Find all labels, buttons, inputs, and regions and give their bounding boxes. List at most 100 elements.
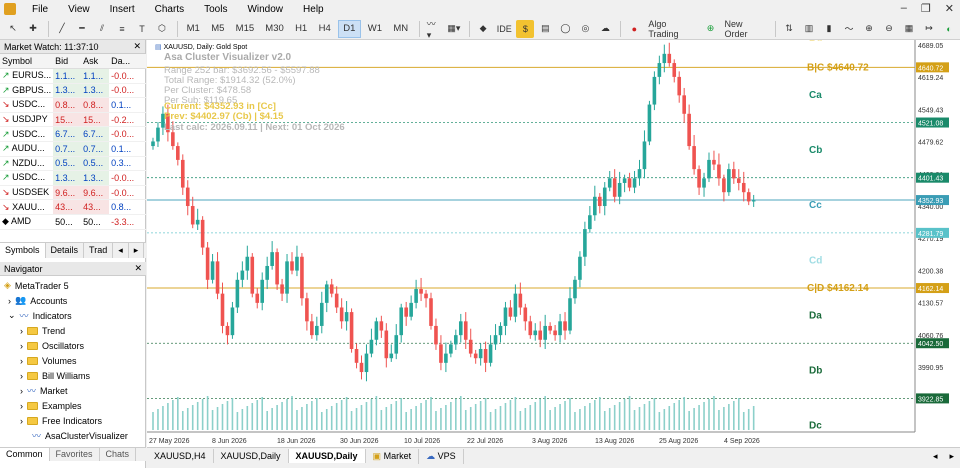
nav-market[interactable]: › 〰 Market — [0, 383, 146, 398]
nav-volumes[interactable]: › Volumes — [0, 353, 146, 368]
scroll-icon[interactable]: ↦ — [925, 23, 933, 33]
tab-common[interactable]: Common — [0, 448, 50, 461]
menu-view[interactable]: View — [68, 3, 90, 15]
nav-trend[interactable]: › Trend — [0, 323, 146, 338]
one-click-icon[interactable]: ⇅ — [785, 23, 793, 33]
expand-icon[interactable]: › — [20, 385, 23, 396]
restore-icon[interactable]: ❐ — [920, 3, 931, 15]
indicators-icon[interactable]: 〰▾ — [426, 18, 436, 40]
channel-tool-icon[interactable]: ⫽ — [99, 23, 104, 33]
nav-asacluster[interactable]: 〰 AsaClusterVisualizer — [0, 428, 146, 443]
menu-charts[interactable]: Charts — [154, 3, 185, 15]
tab-trading[interactable]: Trad — [84, 243, 114, 258]
nav-examples[interactable]: › Examples — [0, 398, 146, 413]
chart-area[interactable]: 4689.054619.244549.434479.624409.814340.… — [147, 33, 960, 447]
templates-icon[interactable]: ▦▾ — [447, 23, 461, 33]
market-watch-row[interactable]: ↗ EURUS... 1.1... 1.1... -0.0... — [0, 68, 146, 84]
tab-chats[interactable]: Chats — [100, 448, 137, 461]
expand-icon[interactable]: › — [20, 340, 23, 351]
expand-icon[interactable]: › — [20, 355, 23, 366]
tf-mn[interactable]: MN — [393, 23, 409, 34]
col-bid[interactable]: Bid — [53, 54, 82, 69]
candle-chart-icon[interactable]: ▮ — [826, 23, 832, 33]
bar-chart-icon[interactable]: ▥ — [804, 23, 814, 33]
tab-details[interactable]: Details — [46, 243, 85, 258]
tab-scroll-right-icon[interactable]: ▸ — [129, 243, 145, 258]
tf-d1[interactable]: D1 — [337, 19, 362, 38]
tf-m1[interactable]: M1 — [186, 23, 200, 34]
line-chart-icon[interactable]: 〜 — [844, 24, 854, 34]
ide-button[interactable]: IDE — [496, 23, 512, 34]
hline-tool-icon[interactable]: ━ — [79, 23, 85, 33]
chart-icon[interactable]: ▤ — [541, 23, 550, 33]
market-watch-close-icon[interactable]: ✕ — [133, 41, 141, 51]
nav-indicators[interactable]: ⌄ 〰 Indicators — [0, 308, 146, 323]
dollar-icon[interactable]: $ — [516, 19, 535, 38]
chart-tab-vps[interactable]: ☁ VPS — [419, 448, 464, 464]
tabs-scroll-right-icon[interactable]: ▸ — [949, 450, 954, 461]
text-tool-icon[interactable]: T — [139, 23, 145, 34]
nav-oscillators[interactable]: › Oscillators — [0, 338, 146, 353]
algo-trading-button[interactable]: Algo Trading — [648, 18, 679, 39]
new-order-icon[interactable]: ⊕ — [706, 23, 715, 33]
navigator-close-icon[interactable]: ✕ — [134, 263, 142, 273]
chart-tab-market[interactable]: ▣ Market — [366, 448, 420, 464]
tf-m30[interactable]: M30 — [265, 23, 284, 34]
chart-tab-daily-1[interactable]: XAUUSD,Daily — [214, 449, 289, 463]
signals-icon[interactable]: ◯ — [560, 23, 571, 33]
market-watch-row[interactable]: ↘ USDSEK 9.6... 9.6... -0.0... — [0, 185, 146, 201]
close-icon[interactable]: ✕ — [944, 3, 954, 15]
nav-metatrader[interactable]: ◈ MetaTrader 5 — [0, 278, 146, 293]
market-watch-row[interactable]: ↘ USDJPY 15... 15... -0.2... — [0, 112, 146, 128]
tabs-scroll-left-icon[interactable]: ◂ — [932, 450, 938, 461]
chart-tab-daily-2[interactable]: XAUUSD,Daily — [288, 449, 366, 463]
expand-icon[interactable]: › — [20, 400, 23, 411]
nav-bill-williams[interactable]: › Bill Williams — [0, 368, 146, 383]
crosshair-icon[interactable]: ✚ — [29, 23, 37, 33]
tf-w1[interactable]: W1 — [367, 23, 383, 34]
expand-icon[interactable]: › — [20, 415, 23, 426]
tf-m5[interactable]: M5 — [211, 23, 225, 34]
market-watch-row[interactable]: ↘ XAUU... 43... 43... 0.8... — [0, 199, 146, 215]
price-chart[interactable]: 4689.054619.244549.434479.624409.814340.… — [147, 33, 960, 447]
market-watch-row[interactable]: ↗ GBPUS... 1.3... 1.3... -0.0... — [0, 83, 146, 99]
nav-free-indicators[interactable]: › Free Indicators — [0, 413, 146, 428]
tf-m15[interactable]: M15 — [235, 23, 255, 34]
chart-tab-h4[interactable]: XAUUSD,H4 — [147, 449, 214, 463]
shapes-tool-icon[interactable]: ⬡ — [158, 23, 166, 33]
market-watch-row[interactable]: ↗ NZDU... 0.5... 0.5... 0.3... — [0, 156, 146, 172]
algo-trading-icon[interactable]: ● — [631, 23, 638, 34]
ide-icon[interactable]: ◆ — [479, 23, 487, 33]
level-icon[interactable]: ◐ — [946, 23, 952, 34]
expand-icon[interactable]: › — [8, 295, 11, 306]
menu-tools[interactable]: Tools — [204, 3, 228, 15]
market-watch-row[interactable]: ◆ AMD 50... 50... -3.3... — [0, 214, 146, 230]
grid-icon[interactable]: ▦ — [904, 23, 914, 33]
market-watch-row[interactable]: ↗ USDC... 6.7... 6.7... -0.0... — [0, 126, 146, 142]
menu-window[interactable]: Window — [247, 3, 284, 15]
cursor-icon[interactable]: ↖ — [9, 23, 17, 33]
tab-scroll-left-icon[interactable]: ◂ — [113, 243, 129, 258]
collapse-icon[interactable]: ⌄ — [8, 310, 16, 320]
globe-icon[interactable]: ◎ — [581, 23, 590, 33]
market-watch-row[interactable]: ↗ USDC... 1.3... 1.3... -0.0... — [0, 170, 146, 186]
expand-icon[interactable]: › — [20, 325, 23, 336]
vps-icon[interactable]: ☁ — [600, 23, 610, 33]
zoom-in-icon[interactable]: ⊕ — [865, 23, 873, 33]
new-order-button[interactable]: New Order — [724, 18, 748, 39]
market-watch-row[interactable]: ↘ USDC... 0.8... 0.8... 0.1... — [0, 97, 146, 113]
menu-help[interactable]: Help — [303, 3, 324, 15]
nav-accounts[interactable]: › 👥 Accounts — [0, 293, 146, 308]
tf-h1[interactable]: H1 — [295, 23, 308, 34]
menu-file[interactable]: File — [32, 3, 49, 15]
tab-favorites[interactable]: Favorites — [50, 448, 100, 461]
col-change[interactable]: Da... — [109, 54, 146, 69]
tab-symbols[interactable]: Symbols — [0, 243, 46, 258]
expand-icon[interactable]: › — [20, 370, 23, 381]
zoom-out-icon[interactable]: ⊖ — [885, 23, 893, 33]
col-ask[interactable]: Ask — [81, 54, 110, 69]
market-watch-row[interactable]: ↗ AUDU... 0.7... 0.7... 0.1... — [0, 141, 146, 157]
col-symbol[interactable]: Symbol — [0, 54, 54, 69]
fibo-tool-icon[interactable]: ≡ — [119, 23, 125, 34]
minimize-icon[interactable]: – — [900, 2, 907, 14]
